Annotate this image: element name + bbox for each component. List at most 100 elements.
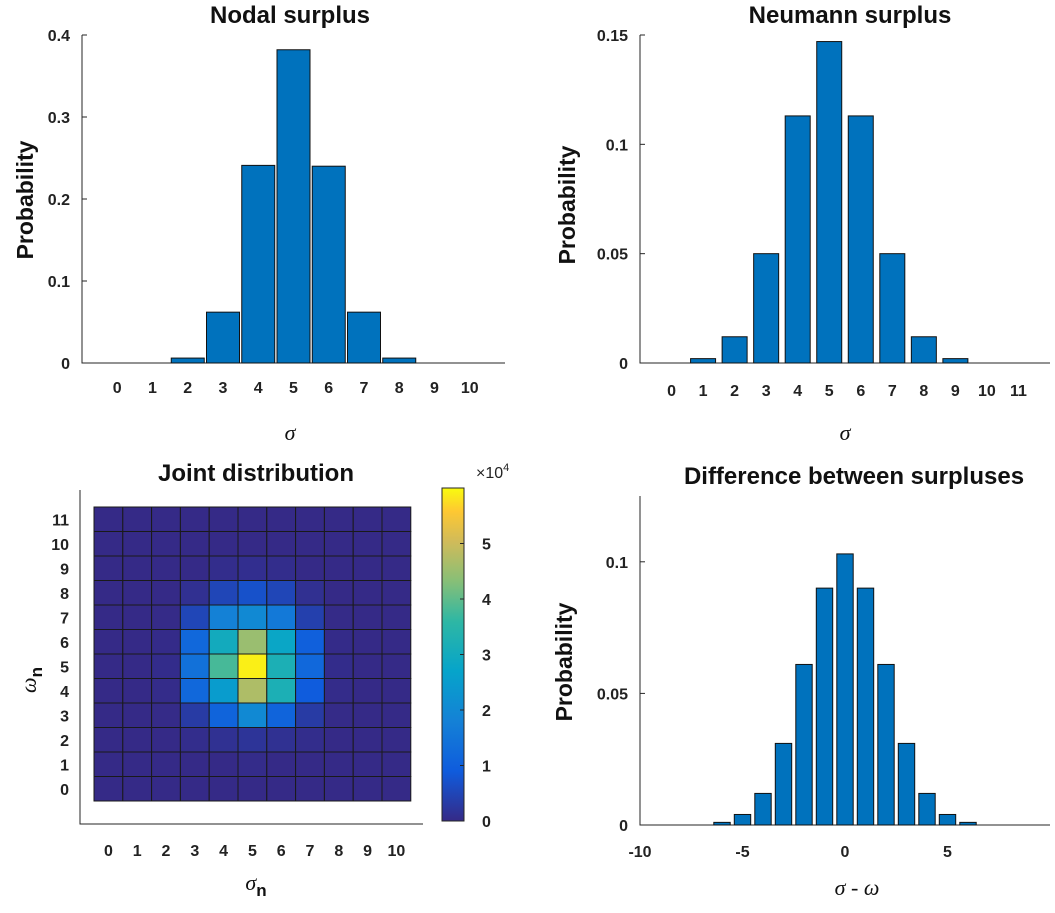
nodal-ytick-label: 0.1 [48,274,70,291]
nodal-ytick-label: 0 [61,356,70,373]
joint-xtick-label: 10 [388,843,406,860]
joint-ytick-label: 6 [60,635,69,652]
difference-bar [774,742,793,826]
neumann-bar [910,336,937,364]
heatmap-cell [295,555,325,581]
heatmap-cell [323,776,354,802]
difference-bar [733,813,752,826]
heatmap-cell [93,555,124,581]
heatmap-cell [122,555,153,581]
heatmap-cell [208,604,239,630]
difference-xtick-label: -10 [628,844,651,861]
heatmap-cell [237,555,268,581]
joint-ytick-label: 5 [60,659,69,676]
heatmap-cell [93,678,124,704]
heatmap-cell [352,653,383,679]
nodal-ylabel: Probability [12,140,38,259]
heatmap-cell [381,653,412,679]
heatmap-cell [208,776,239,802]
joint-xtick-label: 5 [248,843,257,860]
heatmap-cell [237,604,268,630]
heatmap-cell [295,580,325,606]
heatmap-cell [208,653,239,679]
neumann-xtick-label: 2 [730,383,739,400]
heatmap-cell [295,678,325,704]
nodal-title: Nodal surplus [210,2,370,29]
neumann-xtick-label: 5 [825,383,834,400]
nodal-bar [276,49,311,364]
heatmap-cell [295,653,325,679]
heatmap-cell [151,531,181,557]
nodal-ytick-label: 0.3 [48,110,70,127]
joint-xtick-label: 8 [334,843,343,860]
heatmap-cell [93,653,124,679]
heatmap-cell [352,629,383,655]
nodal-xtick-label: 4 [254,380,263,397]
difference-bar [856,587,875,826]
joint-ytick-label: 2 [60,733,69,750]
heatmap-cell [179,653,210,679]
heatmap-cell [237,506,268,532]
nodal-xtick-label: 0 [113,380,122,397]
joint-ylabel: ωn [16,667,46,693]
neumann-ytick-label: 0.1 [606,137,628,154]
heatmap-cell [151,776,181,802]
heatmap-cell [122,629,153,655]
heatmap-cell [266,506,297,532]
heatmap-cell [237,702,268,728]
joint-xtick-label: 7 [306,843,315,860]
heatmap-cell [323,702,354,728]
nodal-xtick-label: 7 [360,380,369,397]
heatmap-cell [122,678,153,704]
heatmap-cell [323,580,354,606]
heatmap-cell [93,751,124,777]
heatmap-cell [122,506,153,532]
heatmap-cell [151,751,181,777]
neumann-xtick-label: 6 [856,383,865,400]
heatmap-cell [381,678,412,704]
joint-ytick-label: 3 [60,708,69,725]
neumann-ytick-label: 0.15 [597,28,628,45]
heatmap-cell [295,629,325,655]
heatmap-cell [122,702,153,728]
heatmap-cell [381,531,412,557]
joint-xtick-label: 9 [363,843,372,860]
heatmap-cell [237,653,268,679]
joint-xtick-label: 4 [219,843,228,860]
joint-xtick-label: 6 [277,843,286,860]
joint-axes [79,490,423,825]
nodal-bar [311,165,346,364]
difference-chart: Difference between surpluses Probability… [551,463,1050,900]
heatmap-cell [266,653,297,679]
neumann-bar [784,115,811,364]
difference-ytick-label: 0.05 [597,686,628,703]
joint-ytick-label: 8 [60,586,69,603]
heatmap-cell [295,531,325,557]
joint-distribution-heatmap: Joint distribution σn ωn 0 1 2 3 4 5 6 7 8 9 10 01… [16,460,509,900]
heatmap-cell [323,678,354,704]
nodal-xtick-label: 9 [430,380,439,397]
neumann-xtick-label: 1 [699,383,708,400]
heatmap-cell [208,506,239,532]
heatmap-cell [381,727,412,753]
neumann-xtick-label: 11 [1010,383,1027,400]
nodal-ytick-label: 0.4 [48,28,70,45]
heatmap-cell [179,702,210,728]
colorbar-tick-label: 2 [482,703,491,720]
heatmap-cell [179,727,210,753]
heatmap-cell [122,653,153,679]
nodal-xtick-label: 3 [219,380,228,397]
heatmap-cell [381,604,412,630]
neumann-bar [753,253,780,364]
nodal-bar [241,164,276,364]
neumann-xlabel: σ [840,420,852,445]
difference-bar [938,813,957,826]
heatmap-cell [122,751,153,777]
colorbar-tick-label: 4 [482,592,491,609]
heatmap-cell [93,629,124,655]
nodal-xtick-label: 6 [324,380,333,397]
nodal-xtick-label: 1 [148,380,157,397]
heatmap-cell [266,604,297,630]
heatmap-cell [381,580,412,606]
